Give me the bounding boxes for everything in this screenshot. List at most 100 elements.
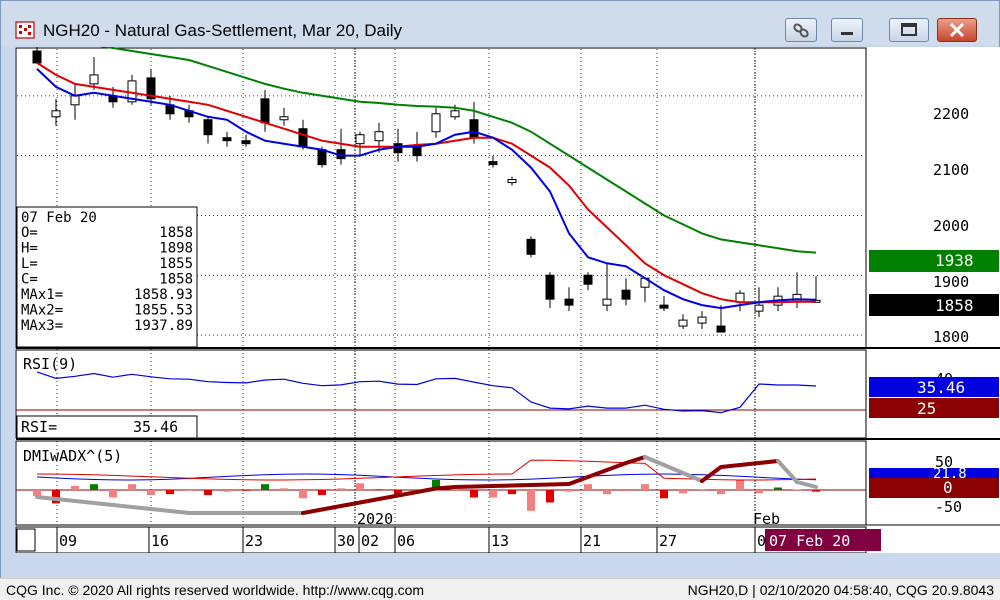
candle-body[interactable]	[507, 179, 517, 184]
maximize-icon	[901, 23, 917, 36]
candle-body[interactable]	[298, 128, 308, 148]
candle-body[interactable]	[659, 304, 669, 309]
adx-segment	[491, 483, 514, 488]
dmi-bar	[812, 490, 820, 492]
time-label: 02	[361, 532, 379, 550]
time-label: 23	[245, 532, 263, 550]
maximize-button[interactable]	[889, 18, 929, 42]
adx-segment	[776, 459, 799, 484]
dmi-bar	[774, 487, 782, 490]
info-value: 1858	[159, 272, 193, 288]
info-label: L=	[21, 256, 38, 272]
minimize-button[interactable]	[831, 18, 863, 42]
adx-segment	[35, 495, 58, 501]
candle-body[interactable]	[260, 98, 270, 124]
candle-body[interactable]	[450, 110, 460, 118]
chart-area[interactable]: 2200 2100 2000 1900 1800 1938 1858 07 Fe…	[15, 35, 1000, 554]
scroll-handle[interactable]	[16, 528, 36, 552]
link-button[interactable]	[785, 18, 817, 42]
candle-body[interactable]	[32, 50, 42, 64]
candle-body[interactable]	[469, 119, 479, 139]
adx-segment	[681, 471, 704, 483]
info-value: 1855.53	[134, 303, 193, 319]
candle-body[interactable]	[203, 119, 213, 136]
max3-line	[36, 35, 817, 254]
info-label: MAx1=	[21, 287, 63, 303]
dmi-bar	[242, 490, 250, 491]
candle-body[interactable]	[222, 137, 232, 142]
candle-body[interactable]	[488, 161, 498, 166]
adx-segment	[339, 500, 362, 508]
candle-body[interactable]	[146, 77, 156, 100]
dmi-bar	[622, 490, 630, 491]
title-bar[interactable]: NGH20 - Natural Gas-Settlement, Mar 20, …	[1, 1, 999, 45]
candle-body[interactable]	[621, 289, 631, 300]
rsi-level-badge	[869, 398, 999, 418]
dmi-bar	[204, 490, 212, 495]
candle-body[interactable]	[564, 298, 574, 306]
rsi-level-value: 25	[917, 399, 936, 418]
dmi-zero-badge	[869, 478, 999, 498]
dmi-bar	[375, 489, 383, 490]
info-value: 1898	[159, 241, 193, 257]
chart-canvas[interactable]: 2200 2100 2000 1900 1800 1938 1858 07 Fe…	[15, 35, 1000, 554]
adx-segment	[605, 461, 628, 472]
candle-body[interactable]	[754, 304, 764, 312]
candle-body[interactable]	[602, 298, 612, 306]
dmi-bar	[147, 490, 155, 495]
adx-segment	[757, 459, 780, 465]
dmi-bar	[223, 490, 231, 492]
adx-segment	[586, 468, 609, 479]
candle-body[interactable]	[716, 325, 726, 333]
info-value: 1937.89	[134, 318, 193, 334]
grid-lines	[17, 49, 865, 524]
dmi-bar	[736, 480, 744, 490]
adx-segment	[567, 475, 590, 486]
candle-body[interactable]	[70, 95, 80, 106]
dmi-bar	[641, 484, 649, 490]
rsi-readout-box	[16, 415, 198, 439]
time-label: 21	[583, 532, 601, 550]
time-label: 13	[491, 532, 509, 550]
rsi-title: RSI(9)	[23, 355, 77, 373]
last-badge-value: 1858	[935, 296, 974, 315]
dmi-bar	[698, 489, 706, 490]
candle-body[interactable]	[545, 274, 555, 300]
price-tick: 2200	[933, 105, 969, 123]
candle-body[interactable]	[89, 74, 99, 85]
max1-line	[36, 68, 817, 310]
chain-link-icon	[793, 23, 809, 38]
adx-segment	[396, 490, 419, 498]
candle-body[interactable]	[241, 140, 251, 145]
candle-body[interactable]	[51, 110, 61, 118]
time-label: 30	[337, 532, 355, 550]
dmi-bar	[71, 485, 79, 490]
adx-segment	[111, 503, 134, 509]
candle-body[interactable]	[279, 116, 289, 121]
dmi-bar	[318, 490, 326, 495]
candle-body[interactable]	[697, 316, 707, 324]
candle-body[interactable]	[526, 238, 536, 255]
candle-body[interactable]	[583, 274, 593, 285]
dmi-bar	[90, 484, 98, 490]
candle-body[interactable]	[393, 143, 403, 154]
dmi-bar	[432, 480, 440, 490]
adx-segment	[73, 499, 96, 505]
close-button[interactable]	[937, 18, 977, 42]
time-label: 0	[757, 532, 766, 550]
candle-body[interactable]	[317, 149, 327, 166]
candle-body[interactable]	[678, 319, 688, 327]
year-label: 2020	[357, 510, 393, 528]
info-label: H=	[21, 241, 38, 257]
chart-window: NGH20 - Natural Gas-Settlement, Mar 20, …	[0, 0, 1000, 579]
candle-body[interactable]	[374, 131, 384, 142]
candle-body[interactable]	[412, 146, 422, 157]
candle-body[interactable]	[431, 113, 441, 133]
dmi-title: DMIwADX^(5)	[23, 447, 122, 465]
close-icon	[949, 22, 965, 38]
dmi-bar	[33, 490, 41, 496]
copyright-text: CQG Inc. © 2020 All rights reserved worl…	[6, 582, 425, 598]
adx-segment	[377, 493, 400, 501]
info-value: 1858.93	[134, 287, 193, 303]
candle-body[interactable]	[355, 134, 365, 145]
